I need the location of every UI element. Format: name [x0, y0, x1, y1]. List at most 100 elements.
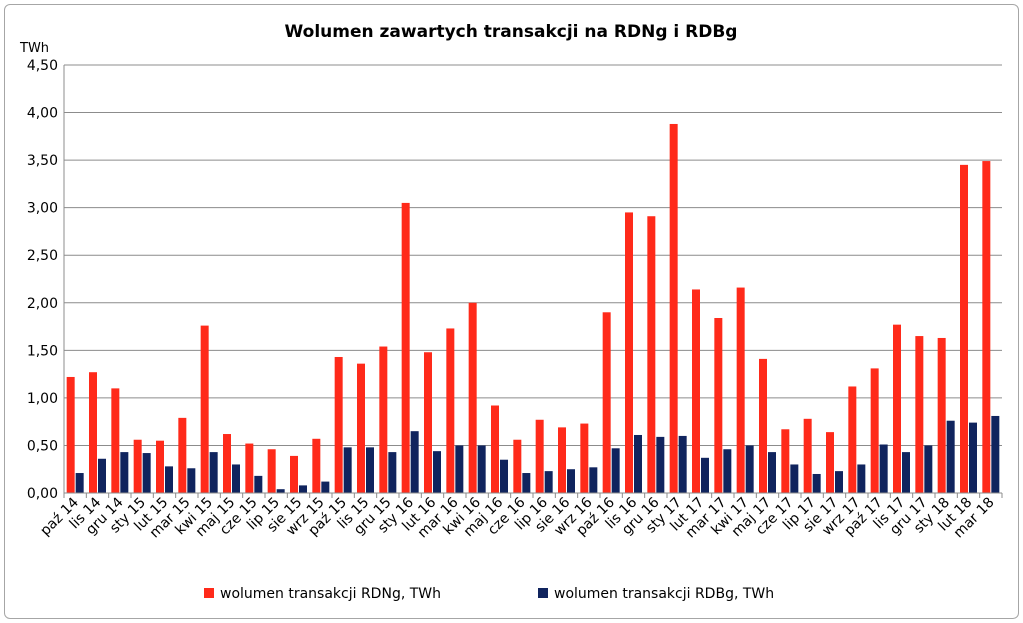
bar-rdbg: [790, 464, 799, 493]
bar-rdng: [200, 325, 209, 493]
bar-rdbg: [75, 473, 84, 493]
bar-rdng: [826, 432, 834, 493]
bar-rdng: [267, 449, 276, 493]
bar-rdng: [558, 427, 566, 493]
bar-rdbg: [634, 434, 642, 493]
bar-rdbg: [433, 451, 441, 493]
bar-rdbg: [522, 473, 531, 493]
bar-rdng: [290, 455, 298, 493]
bar-rdng: [803, 418, 812, 493]
bar-rdng: [669, 123, 678, 494]
bar-rdbg: [969, 422, 977, 493]
bar-rdbg: [209, 452, 218, 493]
bar-rdbg: [187, 468, 196, 493]
bar-rdng: [937, 337, 946, 493]
y-tick-label: 4,00: [27, 106, 58, 122]
bar-rdbg: [142, 453, 151, 493]
bar-rdbg: [544, 471, 553, 493]
bar-rdng: [893, 324, 901, 493]
bar-rdng: [513, 439, 522, 493]
bar-rdng: [223, 434, 231, 493]
bar-rdbg: [701, 457, 709, 493]
bar-rdng: [647, 216, 656, 493]
bar-rdbg: [165, 466, 173, 493]
bar-rdng: [870, 368, 879, 493]
bar-rdbg: [812, 473, 821, 493]
bars: [66, 123, 1000, 494]
bar-rdbg: [946, 420, 955, 493]
y-tick-labels: 0,00 0,50 1,00 1,50 2,00 2,50 3,00 3,50 4,00 4,50: [27, 58, 58, 502]
bar-rdng: [66, 376, 75, 493]
bar-rdng: [714, 317, 723, 493]
y-tick-label: 3,00: [27, 201, 58, 217]
bar-rdbg: [656, 436, 665, 493]
legend-label-rdng: wolumen transakcji RDNg, TWh: [220, 586, 441, 602]
y-tick-label: 2,50: [27, 248, 58, 264]
bar-rdng: [245, 443, 254, 493]
bar-rdng: [781, 429, 790, 493]
bar-rdbg: [232, 464, 240, 493]
bar-rdbg: [902, 452, 910, 493]
bar-rdng: [312, 438, 321, 493]
legend: wolumen transakcji RDNg, TWh wolumen tra…: [204, 586, 774, 602]
legend-swatch-rdng: [204, 588, 214, 598]
bar-rdng: [334, 356, 343, 493]
bar-rdng: [736, 287, 745, 493]
bar-rdbg: [567, 469, 575, 493]
bar-rdbg: [299, 485, 307, 493]
bar-rdng: [111, 388, 120, 493]
bar-rdbg: [678, 435, 687, 493]
bar-rdbg: [321, 481, 330, 493]
bar-rdng: [424, 352, 432, 493]
y-tick-label: 4,50: [27, 58, 58, 74]
bar-rdng: [848, 386, 857, 493]
bar-rdng: [915, 336, 924, 493]
bar-rdbg: [343, 447, 352, 493]
bar-rdbg: [254, 475, 263, 493]
bar-rdbg: [723, 449, 732, 493]
bar-rdbg: [366, 447, 374, 493]
bar-rdbg: [745, 445, 754, 493]
bar-rdng: [357, 363, 365, 493]
bar-rdng: [491, 405, 499, 493]
bar-rdng: [89, 372, 97, 493]
bar-rdng: [468, 302, 477, 493]
legend-label-rdbg: wolumen transakcji RDBg, TWh: [554, 586, 774, 602]
bar-rdng: [580, 423, 589, 493]
bar-rdng: [982, 161, 991, 493]
bar-rdbg: [98, 458, 106, 493]
bar-rdng: [535, 419, 544, 493]
bar-rdbg: [120, 452, 129, 493]
bar-rdbg: [924, 445, 933, 493]
bar-rdbg: [410, 431, 419, 493]
bar-rdng: [446, 328, 455, 493]
bar-rdbg: [835, 471, 843, 493]
gridlines: [64, 64, 1002, 446]
legend-swatch-rdbg: [538, 588, 548, 598]
bar-rdng: [625, 212, 633, 493]
y-tick-label: 0,00: [27, 486, 58, 502]
bar-rdng: [401, 202, 410, 493]
bar-rdbg: [768, 452, 776, 493]
bar-rdbg: [589, 467, 598, 493]
chart-title: Wolumen zawartych transakcji na RDNg i R…: [285, 22, 738, 42]
bar-rdng: [133, 439, 142, 493]
chart-frame: [4, 4, 1019, 619]
y-tick-label: 1,00: [27, 391, 58, 407]
bar-rdbg: [276, 489, 285, 493]
bar-rdng: [759, 358, 767, 493]
bar-rdbg: [611, 448, 620, 493]
y-tick-label: 0,50: [27, 438, 58, 454]
y-tick-label: 2,00: [27, 296, 58, 312]
bar-rdbg: [879, 444, 888, 493]
axes: [63, 65, 1003, 498]
bar-rdbg: [991, 415, 1000, 493]
bar-rdng: [379, 346, 388, 493]
bar-rdbg: [477, 445, 486, 493]
bar-rdng: [602, 312, 611, 493]
y-tick-label: 3,50: [27, 153, 58, 169]
bar-rdbg: [500, 459, 508, 493]
bar-rdng: [156, 440, 164, 493]
